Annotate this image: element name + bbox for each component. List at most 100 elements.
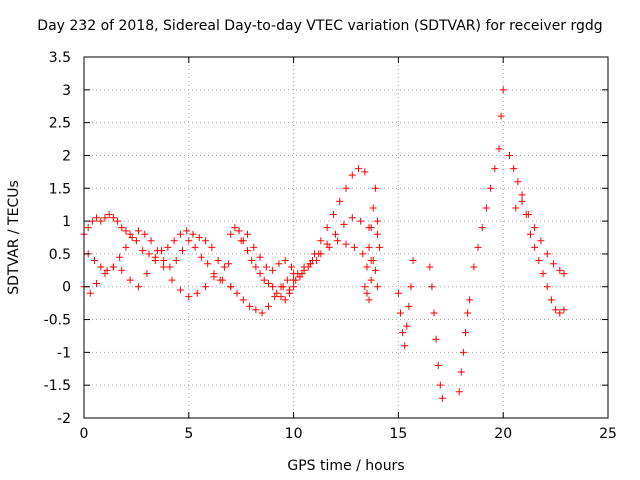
data-point bbox=[264, 279, 272, 287]
data-point bbox=[373, 283, 381, 291]
data-point bbox=[499, 86, 507, 94]
data-point bbox=[176, 286, 184, 294]
y-tick-label: -0.5 bbox=[44, 313, 71, 329]
data-point bbox=[357, 217, 365, 225]
data-point bbox=[210, 273, 218, 281]
data-point bbox=[116, 253, 124, 261]
data-point bbox=[97, 217, 105, 225]
data-point bbox=[348, 171, 356, 179]
y-tick-label: 2.5 bbox=[49, 116, 71, 132]
data-point bbox=[367, 224, 375, 232]
data-point bbox=[101, 270, 109, 278]
data-point bbox=[537, 237, 545, 245]
data-point bbox=[139, 247, 147, 255]
data-point bbox=[256, 270, 264, 278]
data-point bbox=[126, 276, 134, 284]
data-point bbox=[438, 394, 446, 402]
data-point bbox=[283, 276, 291, 284]
series-arc-9 bbox=[300, 237, 375, 271]
series-arc-7 bbox=[279, 165, 369, 294]
data-point bbox=[195, 234, 203, 241]
data-point bbox=[189, 230, 197, 238]
y-tick-label: 2 bbox=[62, 148, 71, 164]
data-point bbox=[243, 230, 251, 238]
data-point bbox=[365, 296, 373, 304]
data-point bbox=[160, 256, 168, 264]
data-point bbox=[271, 293, 279, 301]
data-point bbox=[153, 247, 161, 255]
data-point bbox=[434, 361, 442, 369]
data-point bbox=[128, 234, 136, 241]
data-point bbox=[478, 224, 486, 232]
data-point bbox=[246, 302, 254, 310]
data-point bbox=[323, 224, 331, 232]
data-point bbox=[474, 243, 482, 251]
data-point bbox=[132, 237, 140, 245]
data-point bbox=[401, 342, 409, 350]
data-point bbox=[371, 266, 379, 274]
data-point bbox=[363, 289, 371, 297]
data-point bbox=[365, 243, 373, 251]
data-point bbox=[363, 263, 371, 271]
data-point bbox=[134, 227, 142, 235]
data-point bbox=[342, 184, 350, 192]
data-point bbox=[407, 283, 415, 291]
data-point bbox=[250, 243, 258, 251]
data-point bbox=[275, 260, 283, 268]
y-tick-label: 0.5 bbox=[49, 247, 71, 263]
data-point bbox=[371, 184, 379, 192]
data-point bbox=[248, 256, 256, 264]
data-point bbox=[290, 283, 298, 291]
data-point bbox=[355, 165, 363, 173]
data-point bbox=[376, 243, 384, 251]
y-tick-label: 3 bbox=[62, 83, 71, 99]
grid-lines bbox=[84, 57, 608, 418]
data-point bbox=[550, 260, 558, 268]
data-point bbox=[396, 309, 404, 317]
data-point bbox=[464, 309, 472, 317]
data-point bbox=[539, 270, 547, 278]
data-point bbox=[118, 266, 126, 274]
data-point bbox=[317, 237, 325, 245]
data-point bbox=[191, 243, 199, 251]
data-point bbox=[526, 230, 534, 238]
x-tick-label: 15 bbox=[389, 426, 407, 442]
data-point bbox=[340, 220, 348, 228]
data-point bbox=[185, 237, 193, 245]
data-point bbox=[243, 247, 251, 255]
data-point bbox=[510, 165, 518, 173]
data-point bbox=[147, 237, 155, 245]
data-point bbox=[86, 289, 94, 297]
data-point bbox=[359, 250, 367, 258]
data-point bbox=[193, 289, 201, 297]
data-point bbox=[277, 293, 285, 301]
data-point bbox=[262, 263, 270, 271]
x-axis-label: GPS time / hours bbox=[287, 458, 404, 474]
chart-title: Day 232 of 2018, Sidereal Day-to-day VTE… bbox=[37, 18, 603, 34]
data-point bbox=[298, 270, 306, 278]
data-point bbox=[214, 256, 222, 264]
data-point bbox=[288, 263, 296, 271]
data-point bbox=[547, 296, 555, 304]
data-point bbox=[285, 286, 293, 294]
x-tick-label: 20 bbox=[494, 426, 512, 442]
series-arc-15 bbox=[470, 86, 507, 271]
data-point bbox=[369, 204, 377, 212]
y-tick-label: 1.5 bbox=[49, 181, 71, 197]
data-point bbox=[524, 211, 532, 219]
series-arc-14 bbox=[455, 296, 474, 396]
y-tick-label: -1.5 bbox=[44, 378, 71, 394]
data-point bbox=[256, 253, 264, 261]
data-point bbox=[264, 302, 272, 310]
data-point bbox=[269, 283, 277, 291]
data-point bbox=[369, 256, 377, 264]
data-point bbox=[342, 240, 350, 248]
data-point bbox=[556, 266, 564, 274]
data-point bbox=[348, 214, 356, 222]
data-point bbox=[552, 306, 560, 314]
data-point bbox=[197, 253, 205, 261]
data-point bbox=[227, 283, 235, 291]
data-point bbox=[220, 263, 228, 271]
data-point bbox=[281, 296, 289, 304]
data-point bbox=[461, 329, 469, 337]
